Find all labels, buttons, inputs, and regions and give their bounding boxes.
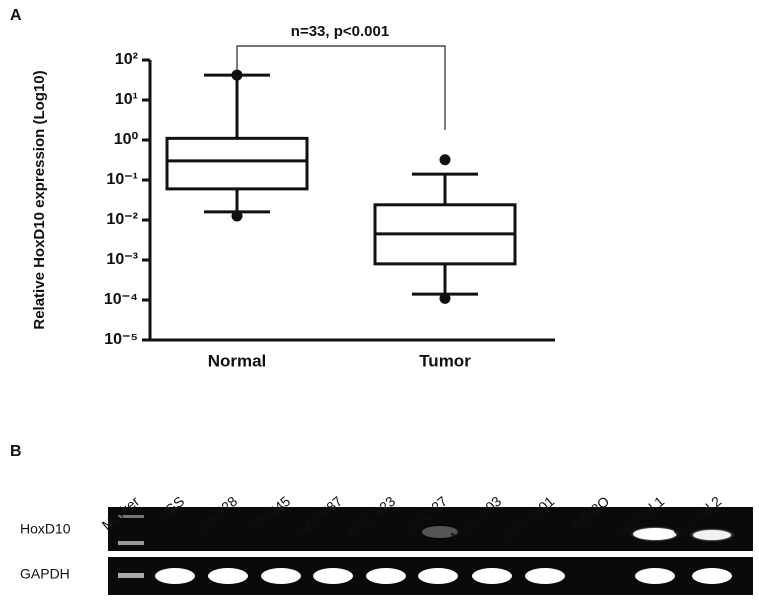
y-tick-label: 10⁻¹ <box>106 171 138 188</box>
y-tick-label: 10¹ <box>115 91 138 108</box>
box <box>165 136 309 191</box>
y-tick-label: 10⁻⁵ <box>104 331 138 348</box>
y-tick-label: 10² <box>115 51 138 68</box>
x-tick-label: Tumor <box>419 351 471 370</box>
outlier <box>439 292 451 304</box>
outlier <box>231 69 243 81</box>
outlier <box>439 154 451 166</box>
y-tick-label: 10⁻³ <box>106 251 138 268</box>
row-label: HoxD10 <box>20 521 71 537</box>
outlier <box>231 210 243 222</box>
annotation: n=33, p<0.001 <box>291 23 389 40</box>
y-tick-label: 10⁰ <box>114 131 139 148</box>
panel-label: A <box>10 7 22 24</box>
y-tick-label: 10⁻⁴ <box>104 291 138 308</box>
gel-bands <box>118 515 736 584</box>
row-label: GAPDH <box>20 566 70 582</box>
panel-label: B <box>10 443 22 460</box>
y-axis-label: Relative HoxD10 expression (Log10) <box>31 70 48 329</box>
y-tick-label: 10⁻² <box>106 211 138 228</box>
x-tick-label: Normal <box>208 351 267 370</box>
significance-bracket <box>236 45 446 130</box>
